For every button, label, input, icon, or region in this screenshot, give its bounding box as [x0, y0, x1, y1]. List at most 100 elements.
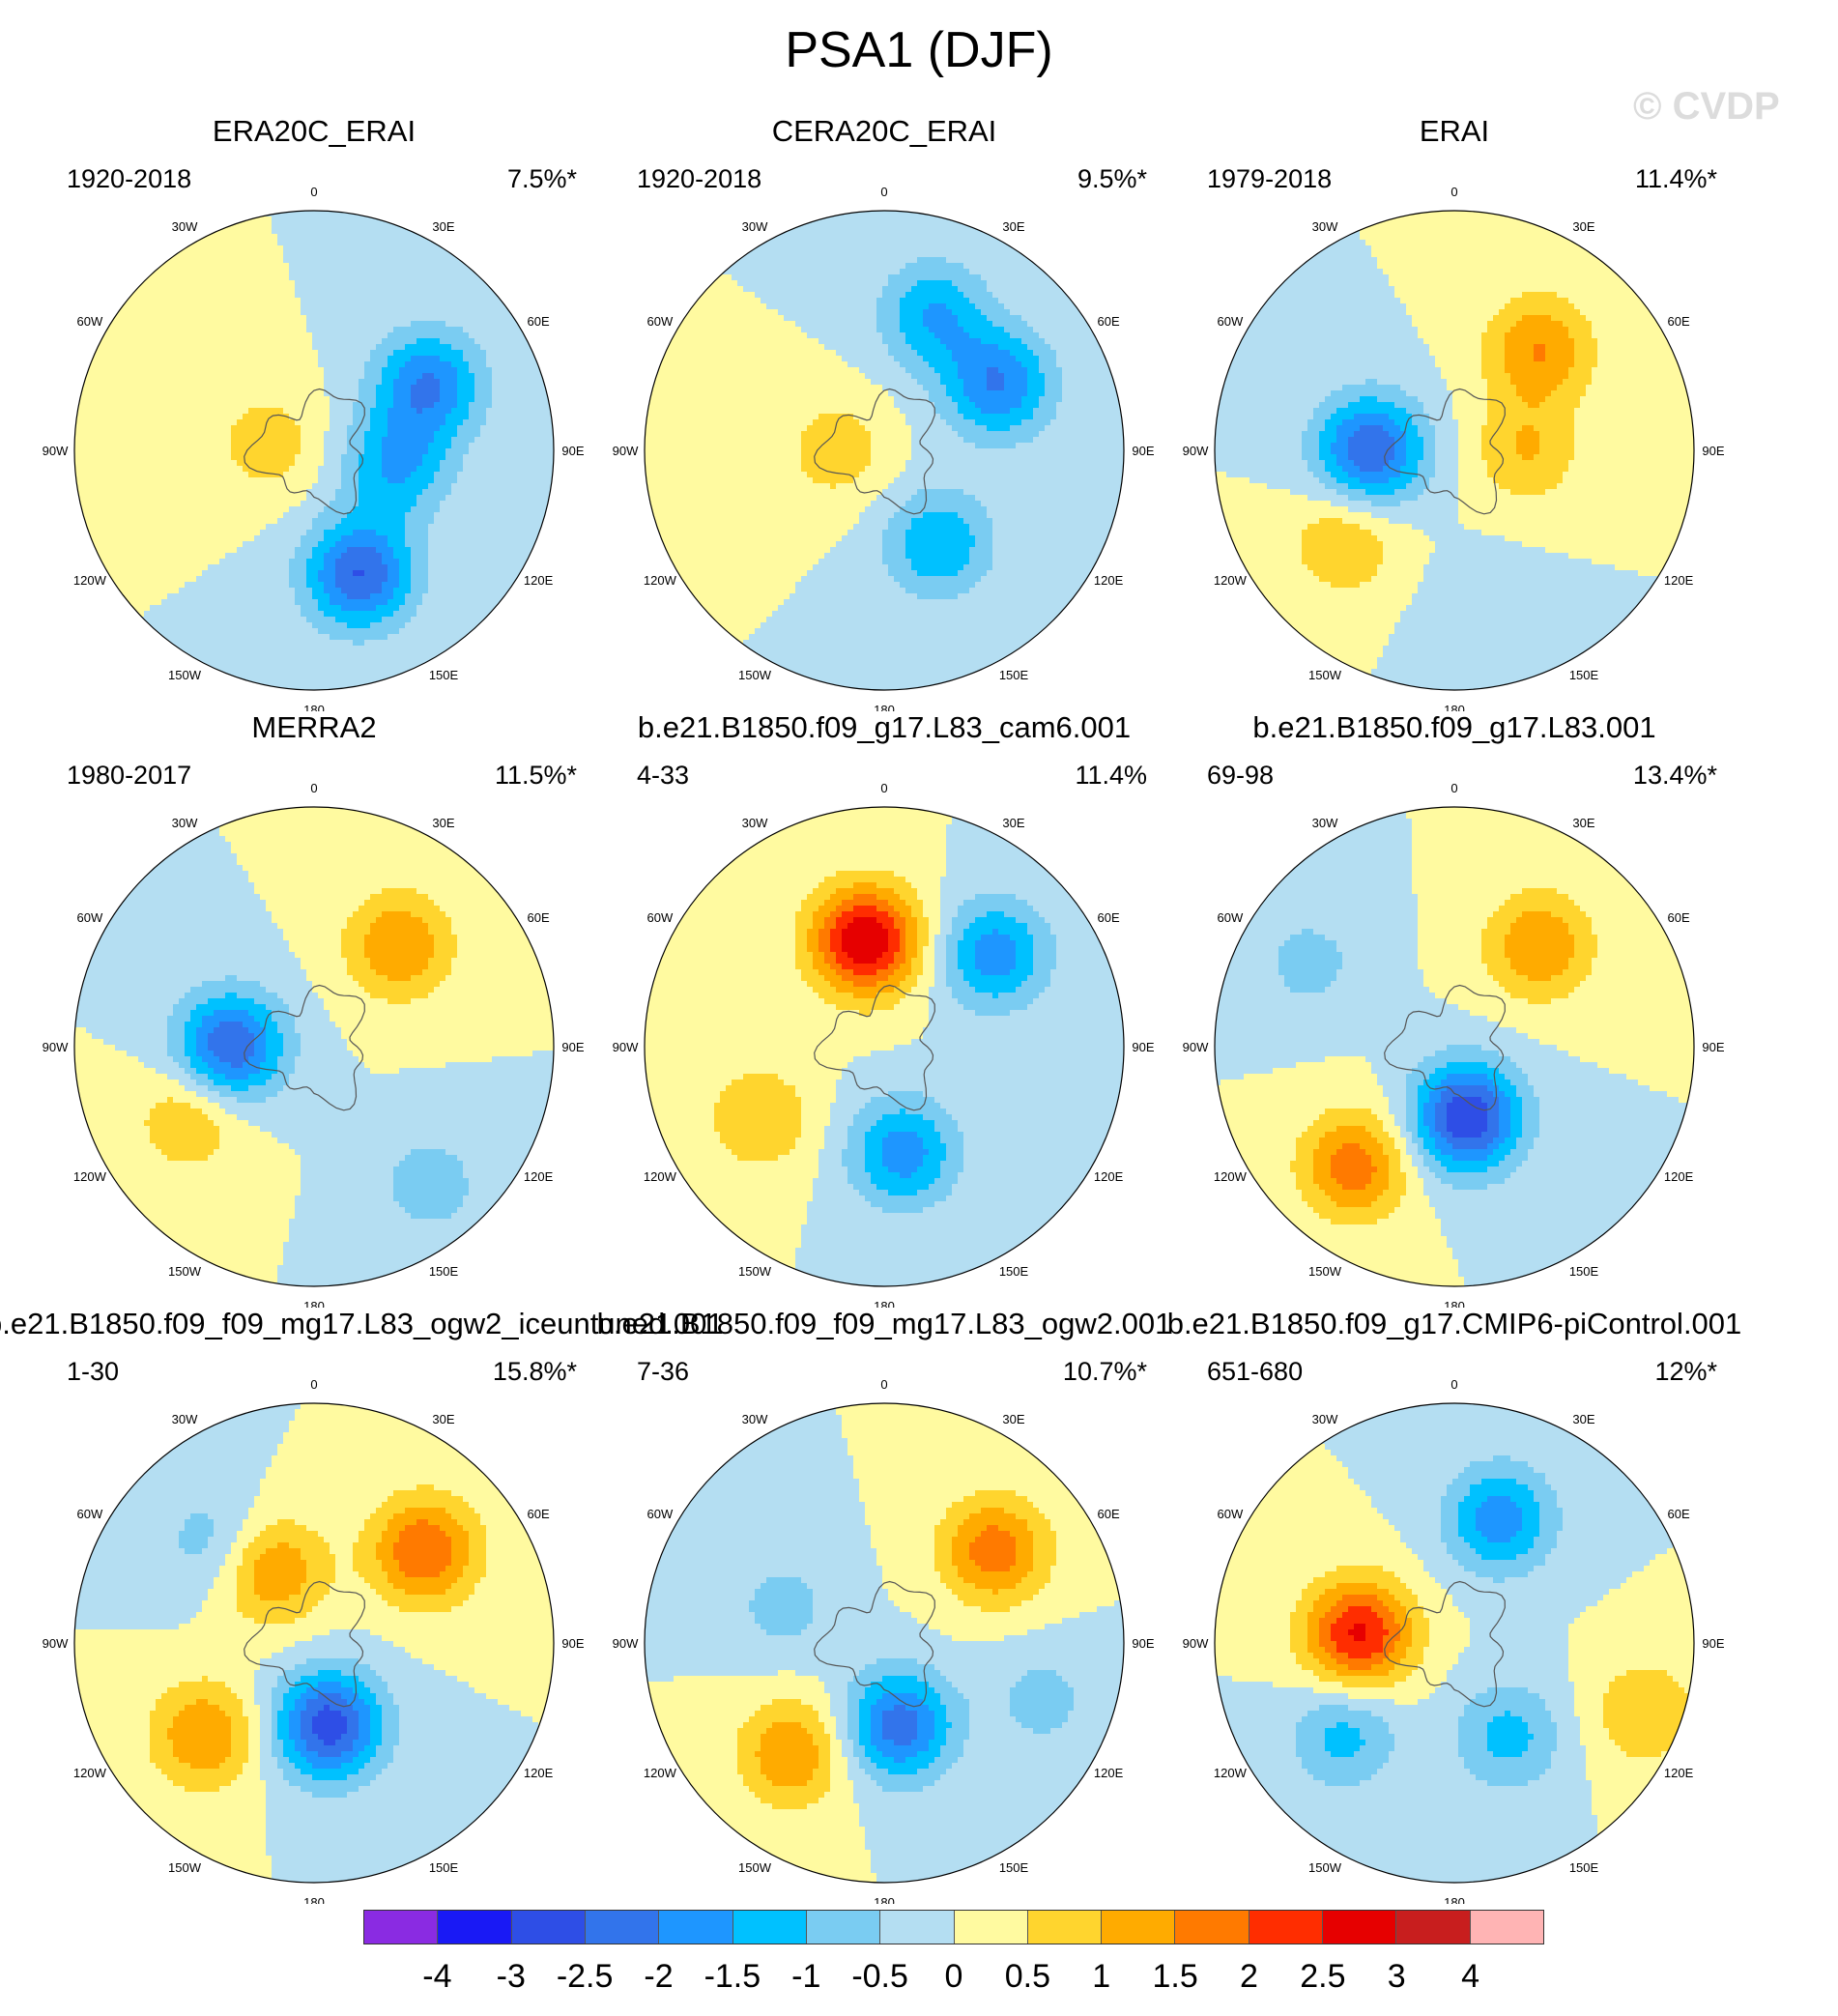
longitude-label: 60E: [528, 910, 550, 925]
panel-title: ERA20C_ERAI: [0, 114, 643, 149]
longitude-label: 60W: [77, 1507, 103, 1521]
longitude-label: 30E: [1002, 219, 1024, 234]
polar-map: 0 30E 60E 90E 120E 150E 180 150W 120W 90W 60W 30W: [1183, 185, 1725, 711]
longitude-label: 30W: [172, 219, 198, 234]
longitude-label: 150E: [429, 1860, 459, 1875]
panel-percent-variance: 10.7%*: [1063, 1357, 1147, 1387]
longitude-label: 120E: [1094, 1169, 1124, 1184]
longitude-label: 30W: [742, 1412, 768, 1426]
longitude-label: 60W: [77, 314, 103, 329]
polar-map: 0 30E 60E 90E 120E 150E 180 150W 120W 90W 60W 30W: [43, 781, 585, 1308]
antarctica-coastline: [244, 1580, 365, 1708]
longitude-label: 90E: [1132, 444, 1154, 458]
longitude-label: 60W: [1218, 314, 1244, 329]
longitude-label: 30E: [1572, 816, 1594, 830]
longitude-label: 60W: [77, 910, 103, 925]
longitude-label: 60E: [1668, 1507, 1690, 1521]
map-border: [73, 210, 555, 691]
colorbar-tick: -1: [767, 1958, 845, 1996]
map-border: [73, 1402, 555, 1884]
longitude-label: 90W: [613, 1040, 639, 1054]
polar-map: 0 30E 60E 90E 120E 150E 180 150W 120W 90W 60W 30W: [613, 1377, 1155, 1904]
longitude-label: 60E: [1098, 314, 1120, 329]
colorbar-swatch: [880, 1911, 955, 1944]
figure-title: PSA1 (DJF): [0, 21, 1838, 79]
longitude-label: 90E: [1702, 1636, 1724, 1651]
contour-field: [645, 1403, 1124, 1883]
antarctica-coastline: [244, 388, 365, 515]
longitude-label: 150W: [168, 1264, 202, 1279]
longitude-label: 90W: [43, 444, 69, 458]
longitude-label: 60W: [647, 1507, 674, 1521]
polar-map: 0 30E 60E 90E 120E 150E 180 150W 120W 90W 60W 30W: [1183, 1377, 1725, 1904]
longitude-label: 120E: [1664, 573, 1694, 588]
longitude-label: 60W: [1218, 1507, 1244, 1521]
colorbar: [363, 1910, 1544, 1944]
map-border: [1214, 806, 1695, 1287]
colorbar-swatch: [806, 1911, 881, 1944]
colorbar-swatch: [954, 1911, 1028, 1944]
colorbar-tick: -2: [620, 1958, 698, 1996]
longitude-label: 60E: [1668, 910, 1690, 925]
longitude-label: 120E: [1664, 1169, 1694, 1184]
longitude-label: 60E: [1098, 910, 1120, 925]
map-panel: ERAI 1979-2018 11.4%* 0 30E 60E 90E 120E 150E 180…: [1164, 114, 1744, 713]
panel-title: b.e21.B1850.f09_f09_mg17.L83_ogw2.001: [556, 1307, 1213, 1341]
panel-title: b.e21.B1850.f09_g17.L83_cam6.001: [556, 710, 1213, 745]
colorbar-tick: 1.5: [1136, 1958, 1214, 1996]
panel-title: b.e21.B1850.f09_g17.CMIP6-piControl.001: [1126, 1307, 1783, 1341]
panel-title: b.e21.B1850.f09_g17.L83.001: [1126, 710, 1783, 745]
colorbar-tick: -2.5: [546, 1958, 623, 1996]
longitude-label: 150W: [1308, 668, 1342, 682]
map-panel: b.e21.B1850.f09_g17.CMIP6-piControl.001 6…: [1164, 1307, 1744, 1906]
contour-field: [1215, 807, 1694, 1286]
map-panel: b.e21.B1850.f09_g17.L83.001 69-98 13.4%* 0 3…: [1164, 710, 1744, 1310]
longitude-label: 30W: [1312, 219, 1338, 234]
longitude-label: 150W: [1308, 1860, 1342, 1875]
longitude-label: 150E: [999, 668, 1029, 682]
longitude-label: 120W: [73, 573, 107, 588]
longitude-label: 120W: [644, 1766, 677, 1780]
longitude-label: 150E: [429, 668, 459, 682]
longitude-label: 60E: [528, 314, 550, 329]
longitude-label: 0: [310, 185, 317, 199]
map-border: [644, 806, 1125, 1287]
longitude-label: 150E: [1569, 1860, 1599, 1875]
longitude-label: 90W: [613, 1636, 639, 1651]
colorbar-tick: -4: [398, 1958, 475, 1996]
colorbar-swatch: [1102, 1911, 1176, 1944]
colorbar-tick: 0: [915, 1958, 992, 1996]
longitude-label: 90E: [561, 444, 584, 458]
panel-percent-variance: 7.5%*: [507, 164, 577, 194]
longitude-label: 120E: [524, 573, 554, 588]
longitude-label: 30E: [432, 816, 454, 830]
colorbar-swatch: [364, 1911, 439, 1944]
longitude-label: 150E: [999, 1860, 1029, 1875]
longitude-label: 180: [874, 1299, 895, 1308]
map-panel: b.e21.B1850.f09_f09_mg17.L83_ogw2.001 7-3…: [594, 1307, 1174, 1906]
longitude-label: 90W: [1183, 444, 1209, 458]
polar-map: 0 30E 60E 90E 120E 150E 180 150W 120W 90W 60W 30W: [1183, 781, 1725, 1308]
longitude-label: 150E: [429, 1264, 459, 1279]
longitude-label: 30W: [742, 816, 768, 830]
colorbar-swatch: [1470, 1911, 1543, 1944]
longitude-label: 90W: [1183, 1040, 1209, 1054]
longitude-label: 180: [303, 1299, 325, 1308]
panel-title: b.e21.B1850.f09_f09_mg17.L83_ogw2_iceunt…: [0, 1307, 724, 1341]
longitude-label: 90E: [1132, 1040, 1154, 1054]
polar-map: 0 30E 60E 90E 120E 150E 180 150W 120W 90W 60W 30W: [43, 185, 585, 711]
panel-percent-variance: 15.8%*: [493, 1357, 577, 1387]
panel-title: MERRA2: [0, 710, 643, 745]
longitude-label: 90W: [43, 1636, 69, 1651]
contour-field: [645, 211, 1124, 690]
longitude-label: 30E: [1002, 1412, 1024, 1426]
colorbar-swatch: [1396, 1911, 1471, 1944]
longitude-label: 90E: [1132, 1636, 1154, 1651]
colorbar-tick: 2: [1211, 1958, 1288, 1996]
colorbar-tick: -3: [473, 1958, 550, 1996]
longitude-label: 150W: [168, 1860, 202, 1875]
longitude-label: 150W: [738, 1860, 772, 1875]
longitude-label: 150E: [1569, 668, 1599, 682]
panel-percent-variance: 9.5%*: [1077, 164, 1147, 194]
map-panel: MERRA2 1980-2017 11.5%* 0 30E 60E 90E 120E 150E 1…: [24, 710, 604, 1310]
